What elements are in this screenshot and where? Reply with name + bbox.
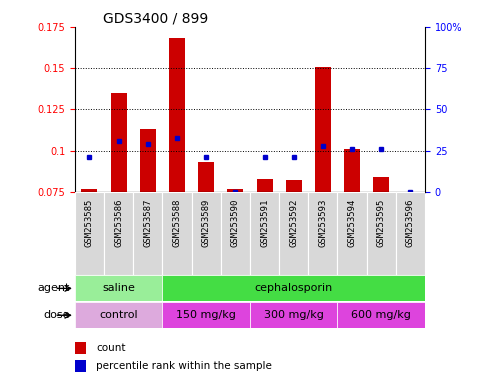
Bar	[133, 192, 162, 275]
Text: GSM253589: GSM253589	[202, 199, 211, 247]
Bar	[162, 192, 192, 275]
Bar	[250, 302, 338, 328]
Bar	[308, 192, 338, 275]
Text: GSM253590: GSM253590	[231, 199, 240, 247]
Bar	[315, 66, 331, 192]
Bar	[373, 177, 389, 192]
Bar	[162, 275, 425, 301]
Text: control: control	[99, 310, 138, 320]
Bar	[338, 192, 367, 275]
Text: GDS3400 / 899: GDS3400 / 899	[103, 12, 208, 26]
Text: GSM253592: GSM253592	[289, 199, 298, 247]
Bar	[82, 189, 98, 192]
Bar	[396, 192, 425, 275]
Bar	[75, 275, 162, 301]
Text: 600 mg/kg: 600 mg/kg	[351, 310, 411, 320]
Bar	[75, 302, 162, 328]
Bar	[279, 192, 308, 275]
Text: GSM253591: GSM253591	[260, 199, 269, 247]
Text: GSM253586: GSM253586	[114, 199, 123, 247]
Text: agent: agent	[38, 283, 70, 293]
Bar	[227, 189, 243, 192]
Bar	[140, 129, 156, 192]
Bar	[198, 162, 214, 192]
Text: percentile rank within the sample: percentile rank within the sample	[96, 361, 272, 371]
Text: GSM253596: GSM253596	[406, 199, 415, 247]
Bar	[169, 38, 185, 192]
Bar	[256, 179, 272, 192]
Text: 150 mg/kg: 150 mg/kg	[176, 310, 236, 320]
Bar	[221, 192, 250, 275]
Text: cephalosporin: cephalosporin	[255, 283, 333, 293]
Bar	[338, 302, 425, 328]
Text: GSM253593: GSM253593	[318, 199, 327, 247]
Bar	[286, 180, 302, 192]
Text: dose: dose	[43, 310, 70, 320]
Text: 300 mg/kg: 300 mg/kg	[264, 310, 324, 320]
Bar	[344, 149, 360, 192]
Text: GSM253587: GSM253587	[143, 199, 152, 247]
Bar	[111, 93, 127, 192]
Bar	[162, 302, 250, 328]
Text: saline: saline	[102, 283, 135, 293]
Bar	[192, 192, 221, 275]
Bar	[75, 360, 86, 372]
Bar	[250, 192, 279, 275]
Bar	[402, 192, 418, 194]
Bar	[75, 192, 104, 275]
Text: count: count	[96, 343, 126, 353]
Text: GSM253594: GSM253594	[348, 199, 356, 247]
Bar	[104, 192, 133, 275]
Bar	[367, 192, 396, 275]
Bar	[75, 342, 86, 354]
Text: GSM253585: GSM253585	[85, 199, 94, 247]
Text: GSM253595: GSM253595	[377, 199, 386, 247]
Text: GSM253588: GSM253588	[172, 199, 182, 247]
